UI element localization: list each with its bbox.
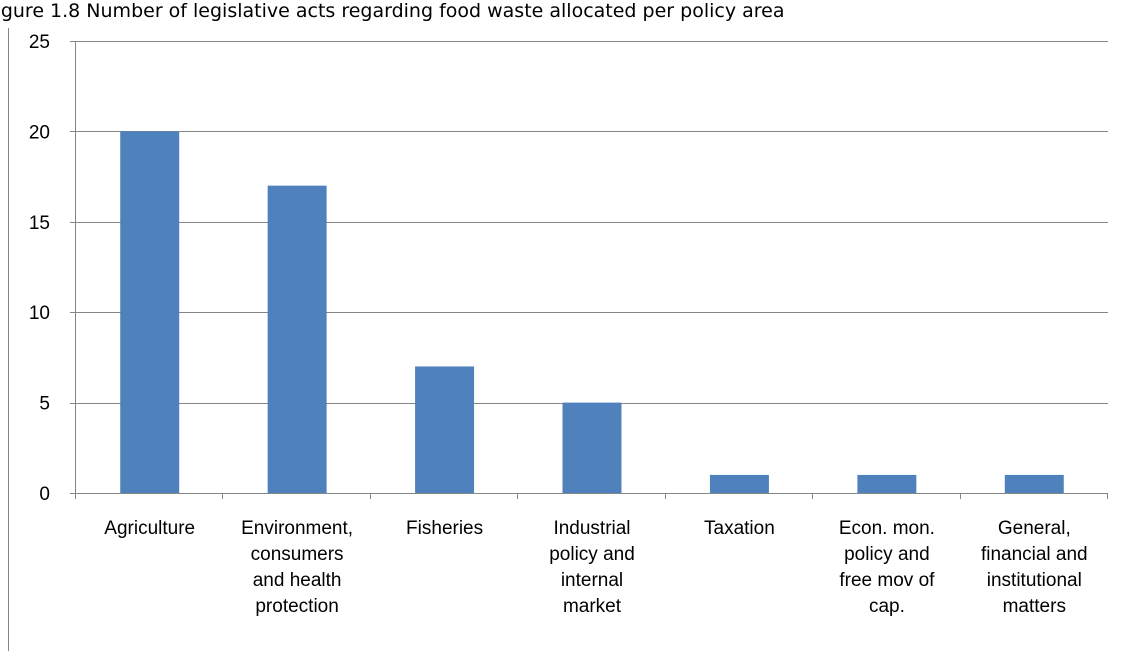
y-tick-label-15: 15 [29, 213, 50, 234]
bar-1 [120, 131, 180, 493]
bar-3 [415, 366, 475, 493]
x-category-label-1: Agriculture [104, 518, 195, 539]
bar-2 [267, 185, 327, 493]
chart-title: Figure 1.8 Number of legislative acts re… [0, 0, 784, 22]
bar-6 [857, 474, 917, 493]
bar-7 [1004, 474, 1064, 493]
y-tick-label-5: 5 [39, 394, 50, 415]
bar-4 [562, 402, 622, 493]
y-tick-label-10: 10 [29, 303, 50, 324]
x-category-label-6: Econ. mon. policy and free mov of cap. [839, 518, 935, 617]
y-tick-label-20: 20 [29, 122, 50, 143]
y-tick-label-25: 25 [29, 32, 50, 53]
axes [70, 41, 1108, 499]
bars [120, 131, 1064, 493]
x-category-label-5: Taxation [704, 518, 775, 539]
y-tick-label-0: 0 [39, 484, 50, 505]
y-tick-labels: 0 5 10 15 20 25 [29, 32, 50, 505]
x-category-label-3: Fisheries [406, 518, 483, 539]
x-category-labels: Agriculture Environment, consumers and heal… [104, 518, 1087, 617]
x-category-label-7: General, financial and institutional matter… [981, 518, 1088, 617]
bar-5 [709, 474, 769, 493]
gridlines [76, 41, 1108, 404]
x-category-label-4: Industrial policy and internal market [549, 518, 635, 617]
x-category-label-2: Environment, consumers and health protectio… [241, 518, 353, 617]
